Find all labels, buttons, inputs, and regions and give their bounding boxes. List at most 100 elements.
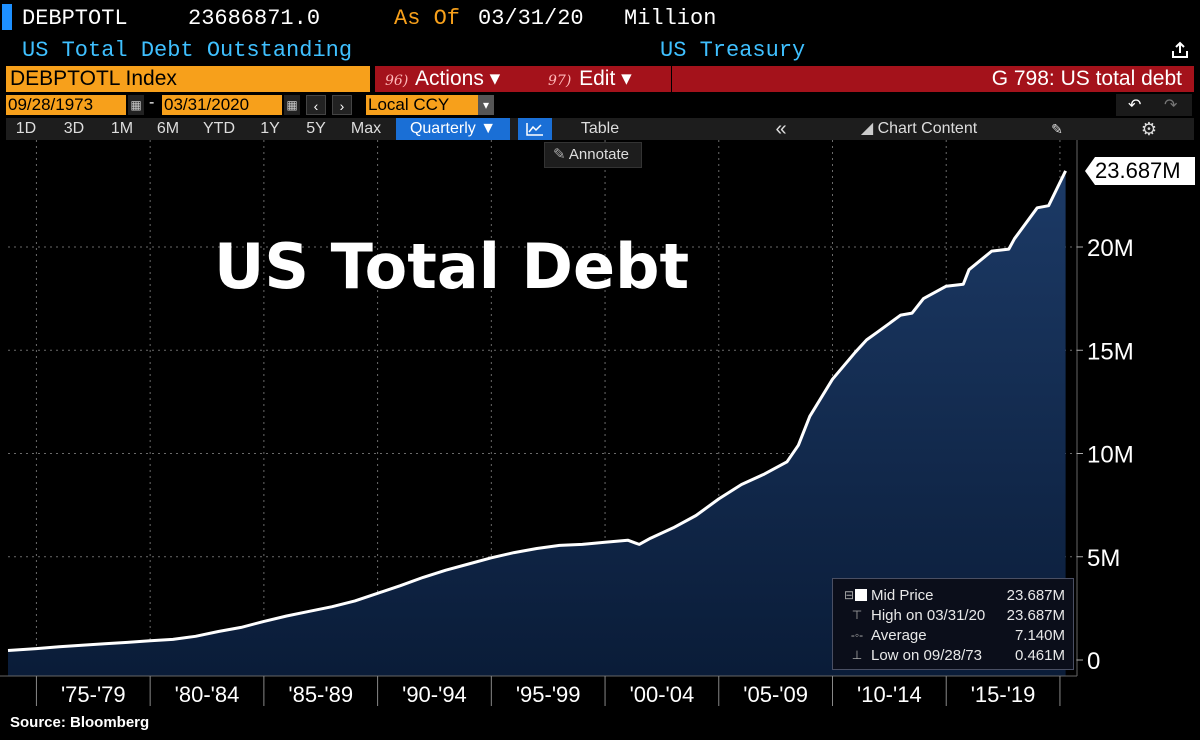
legend-label: High on 03/31/20 [871,607,986,624]
y-tick-label: 5M [1087,545,1120,572]
chart-content-button[interactable]: ◢ Chart Content [834,118,1004,140]
data-point [513,552,515,554]
data-point [7,649,9,651]
data-point [445,569,447,571]
annotate-button[interactable]: ✎ Annotate [544,142,642,168]
data-point [422,576,424,578]
data-point [331,606,333,608]
y-axis-ticks: 0 5M 10M 15M 20M [1077,235,1134,675]
frequency-select[interactable]: Quarterly ▼ [396,118,510,140]
x-tick-label: '00-'04 [630,682,695,707]
actions-menu-button[interactable]: 96) Actions ▾ [375,66,526,92]
data-point [741,483,743,485]
tab-1m[interactable]: 1M [110,120,134,137]
actions-shortcut: 96) [385,73,409,89]
tab-max[interactable]: Max [350,120,382,137]
chart-legend: ⊟ Mid Price 23.687M ⊤ High on 03/31/20 2… [832,578,1074,670]
prev-period-button[interactable]: ‹ [306,95,326,115]
security-description-row: US Total Debt Outstanding US Treasury [0,36,1200,64]
edit-menu-button[interactable]: 97) Edit ▾ [522,66,671,92]
data-point [81,644,83,646]
x-tick-label: '80-'84 [175,682,240,707]
command-bar: DEBPTOTL Index 96) Actions ▾ 97) Edit ▾ … [6,66,1194,92]
data-point [240,626,242,628]
data-point [672,527,674,529]
ticker-marker [2,4,12,30]
y-tick-label: 15M [1087,338,1134,365]
tab-ytd[interactable]: YTD [203,120,235,137]
x-tick-label: '15-'19 [971,682,1036,707]
date-range-row: 09/28/1973 ▦ - 03/31/2020 ▦ ‹ › Local CC… [6,94,1194,116]
period-toolbar: 1D 3D 1M 6M YTD 1Y 5Y Max Quarterly ▼ Ta… [6,118,1194,140]
data-point [399,585,401,587]
collapse-icon[interactable]: ⊟ [843,588,855,602]
data-point [104,643,106,645]
data-point [217,631,219,633]
undo-icon[interactable]: ↶ [1128,97,1142,114]
currency-dropdown-icon[interactable]: ▾ [478,95,494,115]
data-point [1008,248,1010,250]
y-tick-label: 0 [1087,648,1100,675]
x-tick-label: '75-'79 [61,682,126,707]
data-point [559,544,561,546]
tab-5y[interactable]: 5Y [306,120,326,137]
edit-label: Edit ▾ [579,67,632,90]
data-point [195,635,197,637]
data-point [1036,207,1038,209]
as-of-label: As Of [394,6,461,31]
security-index-field[interactable]: DEBPTOTL Index [6,66,370,92]
tab-3d[interactable]: 3D [63,120,85,137]
security-description: US Total Debt Outstanding [22,38,353,63]
table-view-button[interactable]: Table [580,120,620,137]
data-point [58,646,60,648]
x-tick-label: '95-'99 [516,682,581,707]
share-icon[interactable] [1170,40,1190,66]
next-period-button[interactable]: › [332,95,352,115]
legend-label: Mid Price [871,587,934,604]
gear-icon[interactable]: ⚙ [1140,119,1158,139]
data-point [263,620,265,622]
date-separator: - [149,94,155,111]
data-point [638,543,640,545]
last-value-callout-text: 23.687M [1095,158,1181,183]
data-point [490,557,492,559]
redo-icon[interactable]: ↷ [1164,97,1178,114]
data-point [650,537,652,539]
legend-swatch-white [855,589,867,601]
tab-1d[interactable]: 1D [15,120,37,137]
end-calendar-icon[interactable]: ▦ [284,95,300,115]
collapse-panel-button[interactable]: « [775,118,787,140]
edit-chart-icon[interactable]: ✎ [1051,121,1063,137]
ticker: DEBPTOTL [22,6,128,31]
data-point [35,648,37,650]
legend-row-average: -◦- Average 7.140M [833,626,1073,645]
end-date-input[interactable]: 03/31/2020 [162,95,282,115]
currency-select[interactable]: Local CCY [366,95,480,115]
annotate-pencil-icon: ✎ [553,146,566,163]
data-point [797,444,799,446]
data-point [962,283,964,285]
tab-6m[interactable]: 6M [156,120,180,137]
data-point [877,331,879,333]
tab-1y[interactable]: 1Y [260,120,280,137]
line-chart-icon[interactable] [518,118,552,140]
data-point [627,539,629,541]
data-point [991,250,993,252]
data-point [536,547,538,549]
data-point [922,298,924,300]
start-calendar-icon[interactable]: ▦ [128,95,144,115]
data-point [604,541,606,543]
data-point [308,610,310,612]
edit-shortcut: 97) [548,73,572,89]
start-date-input[interactable]: 09/28/1973 [6,95,126,115]
data-point [149,640,151,642]
chart-title-field[interactable]: G 798: US total debt [672,66,1194,92]
legend-row-mid-price[interactable]: ⊟ Mid Price 23.687M [833,586,1073,605]
actions-label: Actions ▾ [414,67,501,90]
y-tick-label: 10M [1087,442,1134,469]
data-point [126,641,128,643]
average-marker-icon: -◦- [850,628,864,642]
x-tick-label: '85-'89 [288,682,353,707]
legend-label: Average [871,627,927,644]
as-of-date: 03/31/20 [478,6,584,31]
